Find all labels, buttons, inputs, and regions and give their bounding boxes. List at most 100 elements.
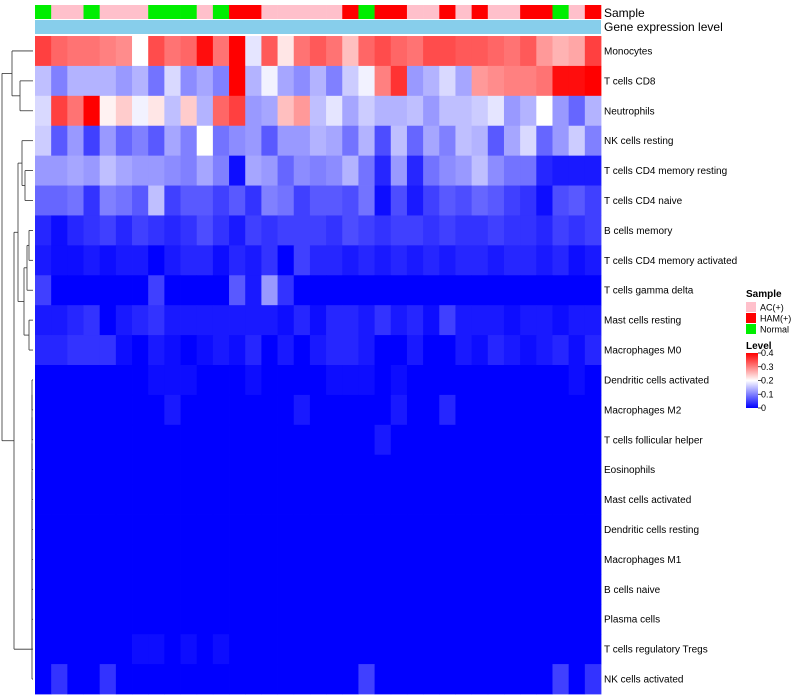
heatmap-cell (487, 215, 505, 246)
heatmap-cell (584, 125, 602, 157)
heatmap-cell (99, 245, 117, 276)
heatmap-cell (196, 394, 214, 426)
heatmap-cell (132, 514, 149, 545)
heatmap-cell (423, 484, 440, 515)
heatmap-cell (552, 36, 570, 67)
heatmap-cell (503, 634, 521, 665)
heatmap-cell (212, 394, 230, 426)
heatmap-cell (358, 424, 375, 456)
heatmap-cell (520, 634, 537, 665)
heatmap-cell (390, 514, 408, 545)
heatmap-cell (423, 604, 440, 635)
heatmap-cell (487, 95, 505, 127)
heatmap-cell (520, 155, 537, 186)
heatmap-cell (455, 245, 473, 276)
heatmap-cell (277, 574, 295, 605)
heatmap-cell (536, 424, 553, 456)
sample-annotation-cell (196, 5, 214, 19)
heatmap-cell (148, 65, 165, 97)
heatmap-cell (277, 424, 295, 456)
heatmap-cell (552, 305, 570, 336)
heatmap-cell (326, 574, 343, 605)
heatmap-cell (83, 305, 101, 336)
heatmap-cell (503, 484, 521, 515)
sample-annotation-cell (164, 5, 181, 19)
heatmap-cell (99, 185, 117, 216)
row-label: T cells gamma delta (604, 286, 694, 297)
heatmap-cell (358, 185, 375, 216)
heatmap-cell (471, 215, 489, 246)
sample-annotation-cell (180, 5, 198, 19)
heatmap-cell (326, 245, 343, 276)
heatmap-cell (520, 365, 537, 396)
heatmap-cell (115, 544, 133, 575)
heatmap-cell (439, 275, 456, 306)
heatmap-cell (164, 634, 181, 665)
heatmap-cell (132, 125, 149, 157)
heatmap-cell (342, 275, 359, 306)
heatmap-cell (326, 634, 343, 665)
heatmap-cell (439, 185, 456, 216)
heatmap-cell (99, 634, 117, 665)
heatmap-cell (229, 634, 246, 665)
heatmap-cell (406, 634, 424, 665)
heatmap-cell (455, 424, 473, 456)
heatmap-cell (326, 335, 343, 366)
heatmap-cell (67, 574, 84, 605)
heatmap-cell (471, 664, 489, 695)
heatmap-cell (358, 454, 375, 486)
sample-annotation-cell (536, 5, 553, 19)
heatmap-cell (180, 95, 198, 127)
heatmap-cell (487, 514, 505, 545)
heatmap-cell (245, 514, 262, 545)
heatmap-cell (99, 335, 117, 366)
heatmap-cell (277, 215, 295, 246)
legend: Sample AC(+)HAM(+)Normal Level 0.4 0.3 0.2… (746, 289, 791, 413)
heatmap-cell (196, 95, 214, 127)
heatmap-cell (358, 514, 375, 545)
heatmap-cell (196, 424, 214, 456)
heatmap-cell (99, 305, 117, 336)
heatmap-cell (568, 155, 586, 186)
heatmap-cell (229, 36, 246, 67)
heatmap-cell (261, 544, 278, 575)
heatmap-cell (35, 335, 52, 366)
heatmap-cell (83, 95, 101, 127)
heatmap-cell (326, 65, 343, 97)
heatmap-cell (503, 245, 521, 276)
heatmap-cell (309, 454, 327, 486)
heatmap-cell (229, 484, 246, 515)
heatmap-cell (35, 634, 52, 665)
heatmap-cell (164, 424, 181, 456)
heatmap-cell (164, 36, 181, 67)
heatmap-cell (148, 484, 165, 515)
sample-annotation-bar (35, 5, 602, 19)
row-label: B cells memory (604, 226, 672, 237)
heatmap-cell (67, 155, 84, 186)
heatmap-cell (568, 634, 586, 665)
heatmap-cell (552, 574, 570, 605)
heatmap-cell (293, 215, 311, 246)
heatmap-cell (180, 305, 198, 336)
heatmap-cell (326, 365, 343, 396)
heatmap-cell (584, 604, 602, 635)
heatmap-cell (309, 634, 327, 665)
heatmap-cell (132, 544, 149, 575)
heatmap-cell (261, 664, 278, 695)
heatmap-cell (277, 125, 295, 157)
heatmap-cell (423, 365, 440, 396)
heatmap-cell (439, 155, 456, 186)
heatmap-cell (164, 394, 181, 426)
heatmap-cell (245, 155, 262, 186)
heatmap-cell (455, 125, 473, 157)
row-label: B cells naive (604, 585, 661, 596)
heatmap-cell (520, 245, 537, 276)
heatmap-cell (51, 454, 68, 486)
heatmap-cell (83, 544, 101, 575)
heatmap-cell (374, 514, 392, 545)
heatmap-cell (374, 275, 392, 306)
heatmap-cell (277, 634, 295, 665)
sample-annotation-cell (245, 5, 262, 19)
heatmap-cell (584, 454, 602, 486)
heatmap-cell (390, 335, 408, 366)
